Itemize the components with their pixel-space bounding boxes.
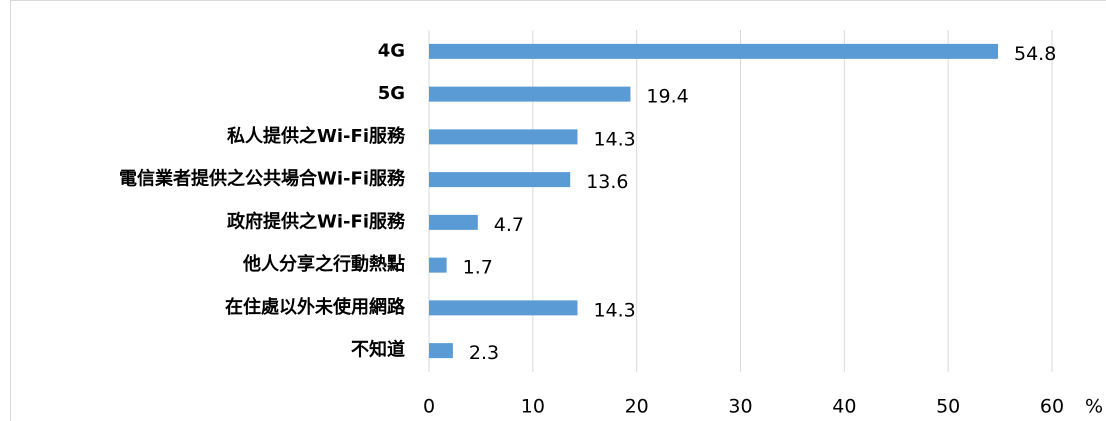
y-tick-label: 政府提供之Wi-Fi服務 [227,210,406,232]
x-axis-label: % [1085,396,1103,418]
x-tick-label: 30 [728,396,752,418]
y-tick-label: 私人提供之Wi-Fi服務 [227,125,406,147]
x-tick-label: 40 [832,396,856,418]
data-label: 54.8 [1014,43,1056,65]
x-tick-label: 0 [423,396,435,418]
data-label: 14.3 [593,128,635,150]
y-tick-label: 5G [378,83,405,104]
data-label: 13.6 [586,171,628,193]
x-tick-label: 20 [625,396,649,418]
y-tick-label: 電信業者提供之公共場合Wi-Fi服務 [119,168,406,190]
y-tick-label: 不知道 [351,339,405,361]
y-tick-label: 在住處以外未使用網路 [225,296,406,318]
data-label: 4.7 [494,214,524,236]
y-tick-label: 他人分享之行動熱點 [242,253,405,275]
bar [429,257,447,273]
data-label: 1.7 [463,257,493,279]
bar [429,129,578,145]
data-label: 14.3 [593,299,635,321]
bar [429,343,453,359]
bar [429,172,571,188]
data-label: 2.3 [469,342,499,364]
bar [429,300,578,316]
chart-frame [10,0,1106,421]
bar [429,214,478,230]
x-tick-label: 10 [521,396,545,418]
bar [429,86,631,102]
x-tick-label: 50 [936,396,960,418]
x-tick-label: 60 [1040,396,1064,418]
y-tick-label: 4G [378,40,405,61]
data-label: 19.4 [646,86,688,108]
bar [429,43,999,59]
